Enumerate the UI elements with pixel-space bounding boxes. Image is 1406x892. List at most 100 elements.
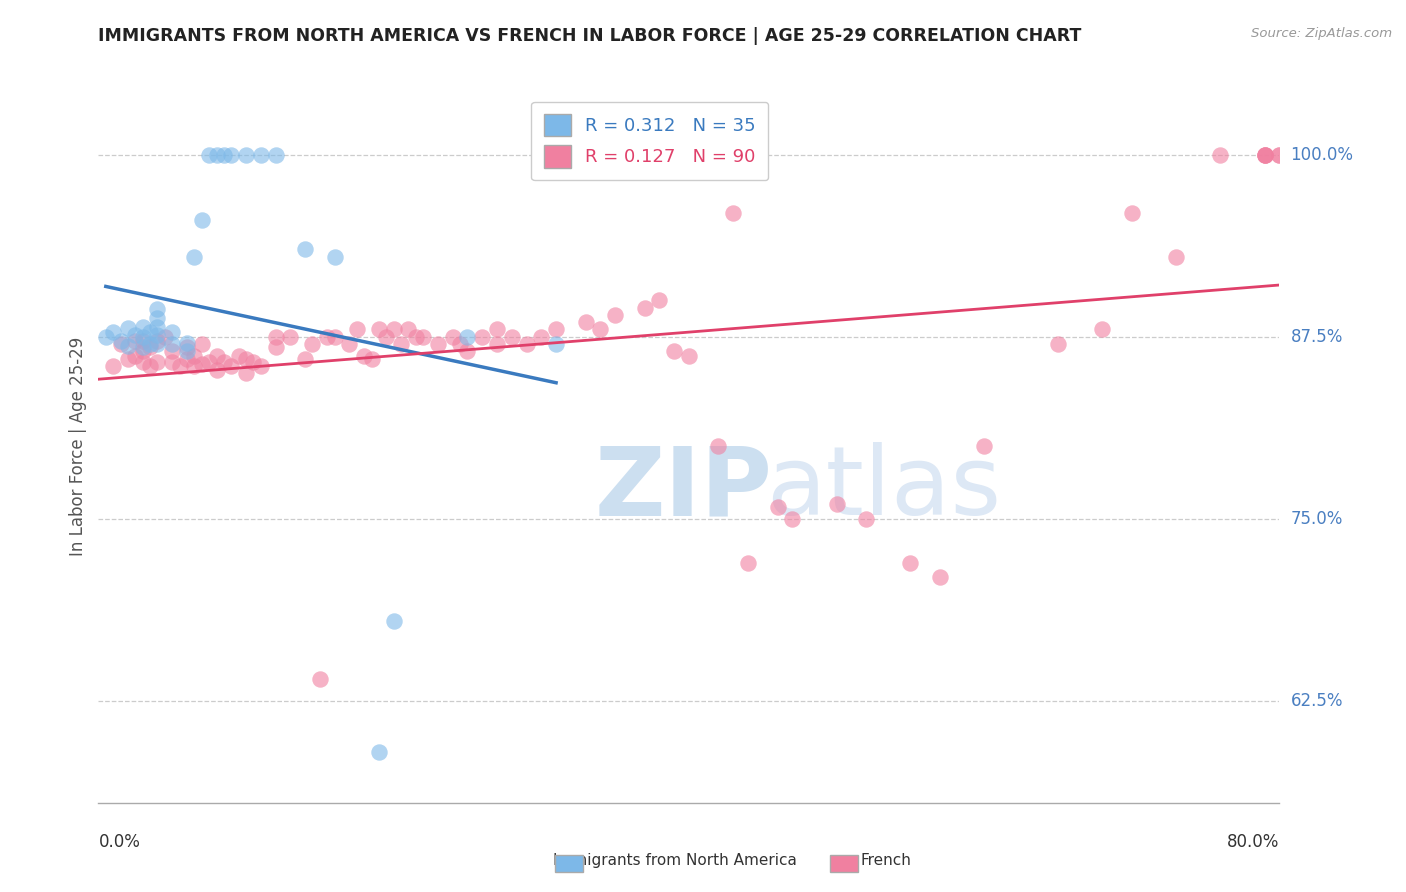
Point (146, 328, 169, 343)
Point (132, 340, 155, 354)
Point (264, 330, 287, 344)
Point (191, 337, 214, 351)
Point (294, 243, 316, 257)
Point (183, 359, 205, 373)
Point (530, 330, 553, 344)
Point (146, 310, 169, 325)
Point (855, 512, 877, 526)
Point (110, 334, 132, 348)
Point (146, 319, 169, 334)
Point (212, 354, 235, 368)
Point (176, 351, 198, 366)
Point (382, 614, 405, 628)
Point (162, 337, 183, 351)
Point (124, 334, 146, 348)
Point (782, 512, 804, 526)
Point (721, 206, 744, 220)
Point (1254, 147, 1277, 161)
Point (441, 330, 464, 344)
Point (212, 147, 235, 161)
Point (278, 330, 302, 344)
Text: Immigrants from North America: Immigrants from North America (553, 854, 797, 868)
Point (678, 349, 700, 363)
Point (389, 337, 412, 351)
Point (146, 302, 169, 317)
Point (456, 344, 478, 359)
Point (360, 351, 382, 366)
Text: ZIP: ZIP (595, 442, 772, 535)
Point (316, 330, 339, 344)
Point (544, 322, 567, 336)
Point (633, 301, 655, 315)
Point (124, 349, 146, 363)
Point (176, 344, 198, 359)
Point (766, 500, 789, 515)
Point (486, 322, 509, 336)
Point (235, 351, 257, 366)
Point (162, 354, 183, 368)
Point (219, 359, 242, 373)
Point (396, 322, 419, 336)
Point (1121, 206, 1143, 220)
Point (205, 363, 228, 377)
Point (589, 322, 612, 336)
Point (309, 672, 332, 686)
Point (294, 351, 316, 366)
Point (219, 147, 242, 161)
Point (183, 250, 205, 264)
Point (501, 330, 523, 344)
Point (574, 315, 596, 329)
Point (132, 334, 155, 348)
Point (117, 321, 139, 335)
Point (198, 354, 221, 368)
Point (412, 330, 434, 344)
Point (301, 337, 323, 351)
Point (456, 330, 478, 344)
Point (94, 330, 117, 344)
Point (205, 147, 228, 161)
Point (973, 439, 995, 453)
Point (191, 358, 214, 372)
Point (707, 439, 730, 453)
Point (228, 349, 250, 363)
Point (132, 330, 155, 344)
Legend: R = 0.312   N = 35, R = 0.127   N = 90: R = 0.312 N = 35, R = 0.127 N = 90 (531, 102, 769, 180)
Point (132, 354, 155, 368)
Point (235, 366, 257, 380)
Point (1268, 147, 1291, 161)
Point (103, 326, 125, 340)
Point (176, 335, 198, 350)
Point (110, 337, 132, 351)
Text: atlas: atlas (766, 442, 1001, 535)
Point (605, 308, 627, 322)
Point (471, 330, 494, 344)
Point (162, 344, 183, 359)
Point (737, 556, 759, 570)
Point (486, 337, 509, 351)
Point (132, 319, 155, 334)
Point (427, 337, 450, 351)
Point (1164, 250, 1187, 264)
Text: 0.0%: 0.0% (98, 833, 141, 851)
Point (250, 359, 273, 373)
Point (139, 326, 162, 340)
Point (1091, 322, 1114, 336)
Point (368, 745, 391, 759)
Point (117, 338, 139, 352)
Point (242, 354, 264, 368)
Point (368, 322, 391, 336)
Text: 62.5%: 62.5% (1291, 692, 1343, 710)
Point (117, 351, 139, 366)
Point (375, 330, 398, 344)
Point (162, 326, 183, 340)
Point (449, 337, 471, 351)
Text: 87.5%: 87.5% (1291, 327, 1343, 346)
Point (124, 328, 146, 343)
Point (146, 334, 169, 348)
Point (205, 349, 228, 363)
Text: French: French (860, 854, 911, 868)
Point (382, 322, 405, 336)
Point (1254, 147, 1277, 161)
Point (900, 556, 922, 570)
Point (405, 330, 427, 344)
